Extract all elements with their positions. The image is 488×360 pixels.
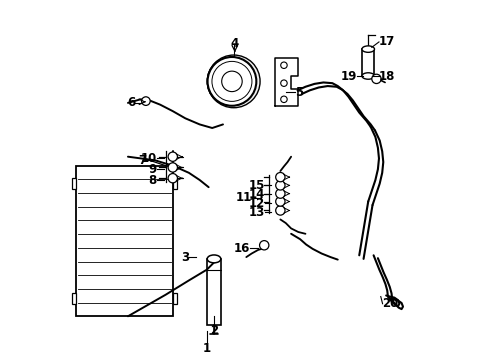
Circle shape [207,57,256,106]
Circle shape [211,62,251,102]
Circle shape [280,96,286,103]
Circle shape [211,62,251,102]
Text: 8: 8 [148,174,156,186]
Circle shape [207,57,256,106]
Circle shape [221,71,242,92]
Circle shape [142,97,150,105]
Circle shape [221,71,242,92]
Text: 9: 9 [148,163,156,176]
Text: 17: 17 [378,35,394,49]
Text: 3: 3 [181,251,188,264]
Circle shape [168,163,177,172]
Circle shape [259,240,268,250]
Circle shape [280,80,286,86]
Text: 4: 4 [230,37,238,50]
Text: 16: 16 [233,242,249,255]
Ellipse shape [361,46,374,52]
Bar [76,166,172,316]
Text: 15: 15 [248,179,265,192]
Text: 14: 14 [248,188,265,201]
Circle shape [168,152,177,161]
Circle shape [168,174,177,183]
Text: 11: 11 [236,192,252,204]
Circle shape [280,62,286,68]
Text: 13: 13 [248,206,265,219]
Bar [72,178,76,189]
Text: 12: 12 [248,197,265,210]
Text: 1: 1 [203,342,210,355]
Text: 7: 7 [138,154,145,167]
Text: 18: 18 [378,69,394,82]
Bar [207,259,221,325]
Circle shape [275,189,285,198]
Ellipse shape [361,73,374,79]
Ellipse shape [207,255,221,263]
Text: 6: 6 [126,96,135,109]
Circle shape [275,181,285,190]
Text: 2: 2 [209,324,218,337]
Text: 10: 10 [140,152,156,165]
Text: 19: 19 [341,69,357,82]
Bar [72,293,76,304]
Circle shape [275,172,285,182]
Text: 20: 20 [382,297,398,310]
Circle shape [371,74,380,84]
Bar [172,293,177,304]
Text: 5: 5 [294,86,303,99]
Circle shape [275,197,285,206]
Circle shape [207,55,260,108]
Circle shape [275,206,285,215]
Bar [361,49,374,76]
Bar [172,178,177,189]
